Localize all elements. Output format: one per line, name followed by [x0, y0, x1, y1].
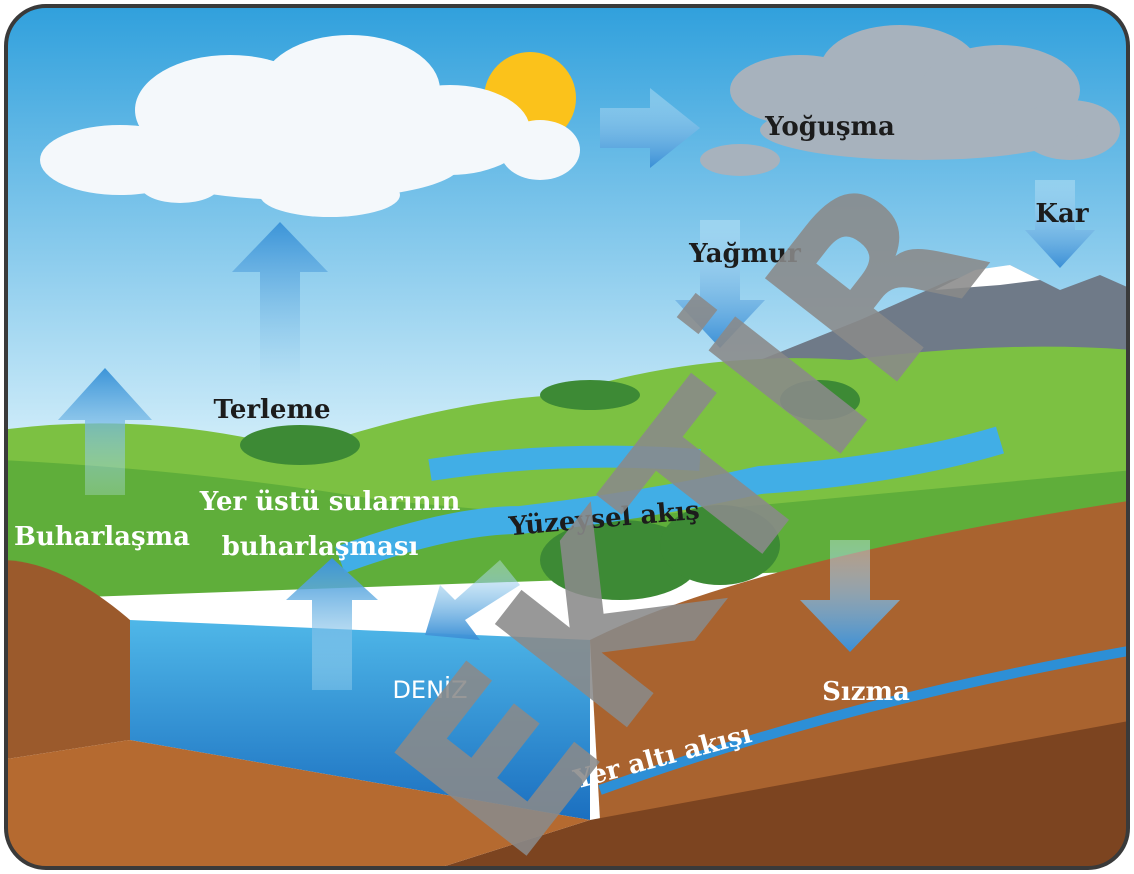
label-transpiration: Terleme — [213, 395, 330, 425]
water-cycle-diagram: Yoğuşma Kar Yağmur Terleme Buharlaşma Ye… — [0, 0, 1134, 874]
label-surface-evaporation: buharlaşması — [222, 532, 419, 562]
label-infiltration: Sızma — [822, 677, 910, 707]
label-evaporation: Buharlaşma — [14, 522, 190, 552]
label-surface-evaporation: Yer üstü sularının — [199, 487, 461, 517]
label-snow: Kar — [1035, 199, 1088, 229]
